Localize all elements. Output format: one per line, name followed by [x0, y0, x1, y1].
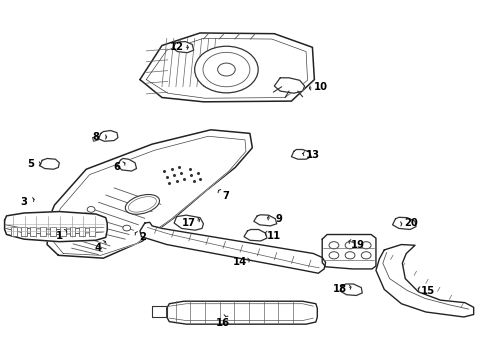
FancyBboxPatch shape [40, 227, 46, 235]
Polygon shape [244, 229, 267, 241]
Text: 17: 17 [182, 218, 196, 228]
Polygon shape [93, 136, 98, 141]
Text: 16: 16 [216, 319, 230, 328]
Circle shape [123, 225, 131, 231]
Polygon shape [172, 41, 194, 53]
Polygon shape [152, 306, 167, 317]
Text: 20: 20 [404, 218, 418, 228]
Circle shape [345, 252, 355, 259]
Polygon shape [167, 301, 318, 324]
Ellipse shape [128, 197, 156, 212]
Polygon shape [254, 215, 277, 226]
FancyBboxPatch shape [89, 227, 95, 235]
Polygon shape [4, 212, 107, 242]
FancyBboxPatch shape [60, 227, 66, 235]
Polygon shape [392, 217, 416, 229]
Circle shape [203, 52, 250, 87]
Circle shape [218, 63, 235, 76]
Text: 19: 19 [350, 239, 365, 249]
Ellipse shape [125, 194, 159, 214]
Text: 15: 15 [421, 286, 435, 296]
Polygon shape [147, 39, 308, 98]
Text: 10: 10 [314, 82, 328, 92]
Polygon shape [292, 149, 311, 159]
Text: 4: 4 [95, 243, 102, 253]
Text: 9: 9 [276, 215, 283, 224]
Text: 2: 2 [139, 232, 146, 242]
Polygon shape [140, 222, 326, 273]
FancyBboxPatch shape [70, 227, 75, 235]
Text: 13: 13 [305, 150, 319, 160]
Text: 6: 6 [114, 162, 121, 172]
Circle shape [73, 228, 80, 234]
FancyBboxPatch shape [50, 227, 56, 235]
Polygon shape [274, 78, 305, 93]
Circle shape [82, 213, 90, 219]
Polygon shape [47, 130, 252, 258]
Polygon shape [117, 158, 137, 171]
Circle shape [345, 242, 355, 249]
Circle shape [195, 46, 258, 93]
Text: 1: 1 [56, 231, 63, 240]
Circle shape [329, 242, 339, 249]
Text: 12: 12 [170, 42, 184, 52]
Circle shape [329, 252, 339, 259]
Polygon shape [174, 215, 203, 230]
Text: 7: 7 [222, 191, 229, 201]
Polygon shape [140, 33, 315, 102]
Polygon shape [40, 158, 59, 169]
FancyBboxPatch shape [11, 227, 17, 235]
Text: 3: 3 [21, 197, 27, 207]
Polygon shape [376, 244, 474, 317]
Text: 18: 18 [333, 284, 347, 294]
Text: 8: 8 [93, 132, 99, 142]
FancyBboxPatch shape [21, 227, 26, 235]
Circle shape [361, 242, 371, 249]
FancyBboxPatch shape [30, 227, 36, 235]
Polygon shape [322, 234, 376, 269]
Circle shape [87, 207, 95, 212]
FancyBboxPatch shape [79, 227, 85, 235]
Circle shape [361, 252, 371, 259]
Polygon shape [53, 136, 246, 255]
Polygon shape [98, 131, 118, 141]
Polygon shape [340, 284, 362, 296]
Text: 14: 14 [233, 257, 247, 267]
Text: 11: 11 [267, 231, 281, 240]
Text: 5: 5 [27, 159, 34, 169]
